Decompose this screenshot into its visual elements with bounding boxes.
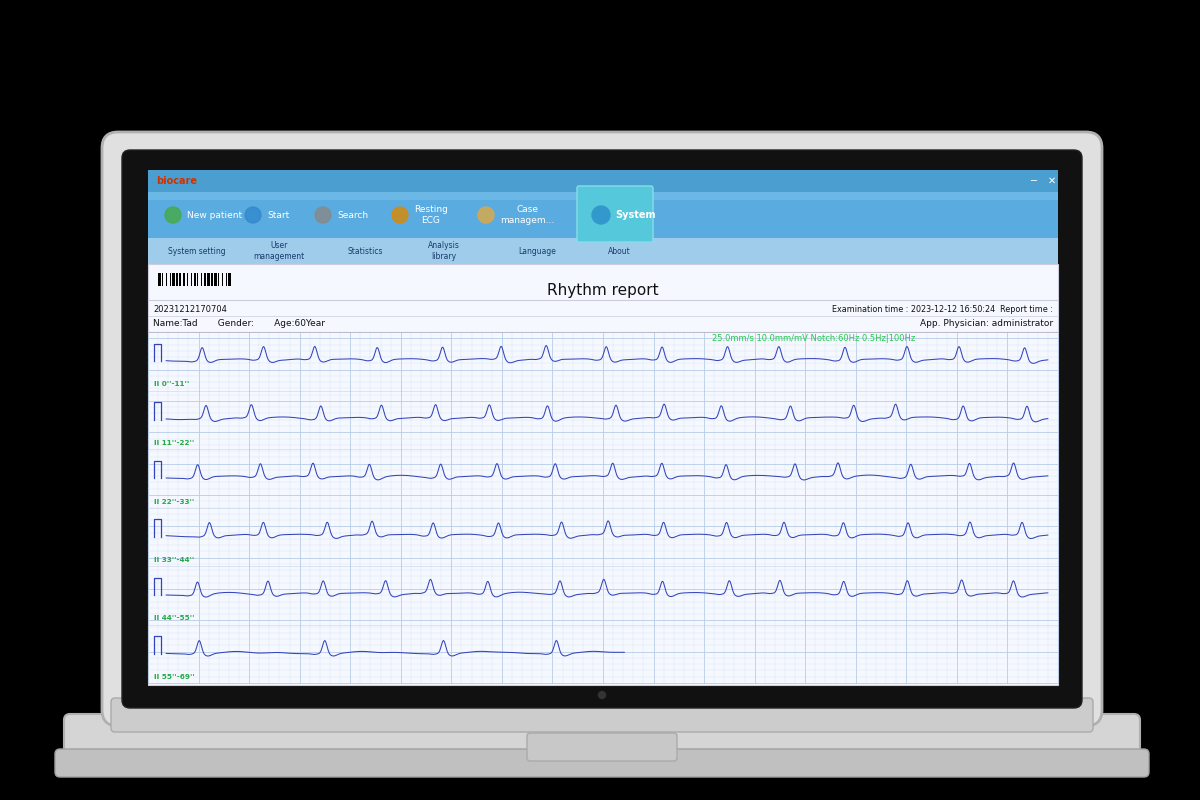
Text: Examination time : 2023-12-12 16:50:24  Report time :: Examination time : 2023-12-12 16:50:24 R… xyxy=(832,306,1054,314)
Bar xyxy=(187,273,188,286)
FancyBboxPatch shape xyxy=(55,749,1150,777)
Bar xyxy=(148,192,1058,200)
Circle shape xyxy=(392,207,408,223)
Text: Search: Search xyxy=(337,210,368,219)
Text: About: About xyxy=(608,246,631,255)
Text: II 33''-44'': II 33''-44'' xyxy=(154,557,194,563)
Bar xyxy=(176,273,178,286)
Bar xyxy=(228,273,230,286)
Bar xyxy=(191,273,192,286)
Text: Name:Tad       Gender:       Age:60Year: Name:Tad Gender: Age:60Year xyxy=(154,319,325,329)
Text: User
management: User management xyxy=(253,242,305,261)
Bar xyxy=(194,273,196,286)
Bar xyxy=(222,273,223,286)
Bar xyxy=(204,273,206,286)
Bar xyxy=(218,273,220,286)
Text: II 11''-22'': II 11''-22'' xyxy=(154,440,194,446)
Text: Case
managem...: Case managem... xyxy=(500,206,554,225)
FancyBboxPatch shape xyxy=(112,698,1093,732)
Text: II 55''-69'': II 55''-69'' xyxy=(154,674,194,680)
Text: System: System xyxy=(616,210,655,220)
Bar xyxy=(148,170,1058,192)
Text: biocare: biocare xyxy=(156,176,197,186)
FancyBboxPatch shape xyxy=(102,132,1102,726)
Circle shape xyxy=(166,207,181,223)
Text: Start: Start xyxy=(266,210,289,219)
Text: New patient: New patient xyxy=(187,210,242,219)
Text: Resting
ECG: Resting ECG xyxy=(414,206,448,225)
Circle shape xyxy=(592,206,610,224)
Bar xyxy=(226,273,227,286)
Circle shape xyxy=(599,691,606,698)
Text: ─: ─ xyxy=(1030,176,1036,186)
Text: Language: Language xyxy=(518,246,556,255)
Bar xyxy=(208,273,210,286)
Bar xyxy=(200,273,203,286)
Text: App. Physician: administrator: App. Physician: administrator xyxy=(920,319,1054,329)
Circle shape xyxy=(245,207,262,223)
Bar xyxy=(166,273,167,286)
Text: II 44''-55'': II 44''-55'' xyxy=(154,615,194,622)
Text: 25.0mm/s 10.0mm/mV Notch:60Hz 0.5Hz|100Hz: 25.0mm/s 10.0mm/mV Notch:60Hz 0.5Hz|100H… xyxy=(713,334,916,343)
Text: Rhythm report: Rhythm report xyxy=(547,283,659,298)
Bar xyxy=(211,273,212,286)
Text: System setting: System setting xyxy=(168,246,226,255)
Bar xyxy=(169,273,172,286)
FancyBboxPatch shape xyxy=(527,733,677,761)
Text: ✕: ✕ xyxy=(1048,176,1056,186)
FancyBboxPatch shape xyxy=(577,186,653,242)
Circle shape xyxy=(478,207,494,223)
Bar xyxy=(179,273,181,286)
Circle shape xyxy=(314,207,331,223)
Bar xyxy=(158,273,161,286)
Text: II 0''-11'': II 0''-11'' xyxy=(154,382,190,387)
Text: II 22''-33'': II 22''-33'' xyxy=(154,498,194,505)
Text: Analysis
library: Analysis library xyxy=(428,242,460,261)
Bar xyxy=(162,273,163,286)
Text: 20231212170704: 20231212170704 xyxy=(154,306,227,314)
Bar xyxy=(148,192,1058,238)
FancyBboxPatch shape xyxy=(64,714,1140,768)
Bar xyxy=(148,264,1058,685)
Bar xyxy=(182,273,185,286)
Text: Statistics: Statistics xyxy=(348,246,384,255)
Bar xyxy=(148,238,1058,264)
FancyBboxPatch shape xyxy=(122,150,1082,708)
Bar xyxy=(197,273,198,286)
Bar xyxy=(148,170,1058,685)
Bar xyxy=(173,273,175,286)
Bar xyxy=(214,273,216,286)
